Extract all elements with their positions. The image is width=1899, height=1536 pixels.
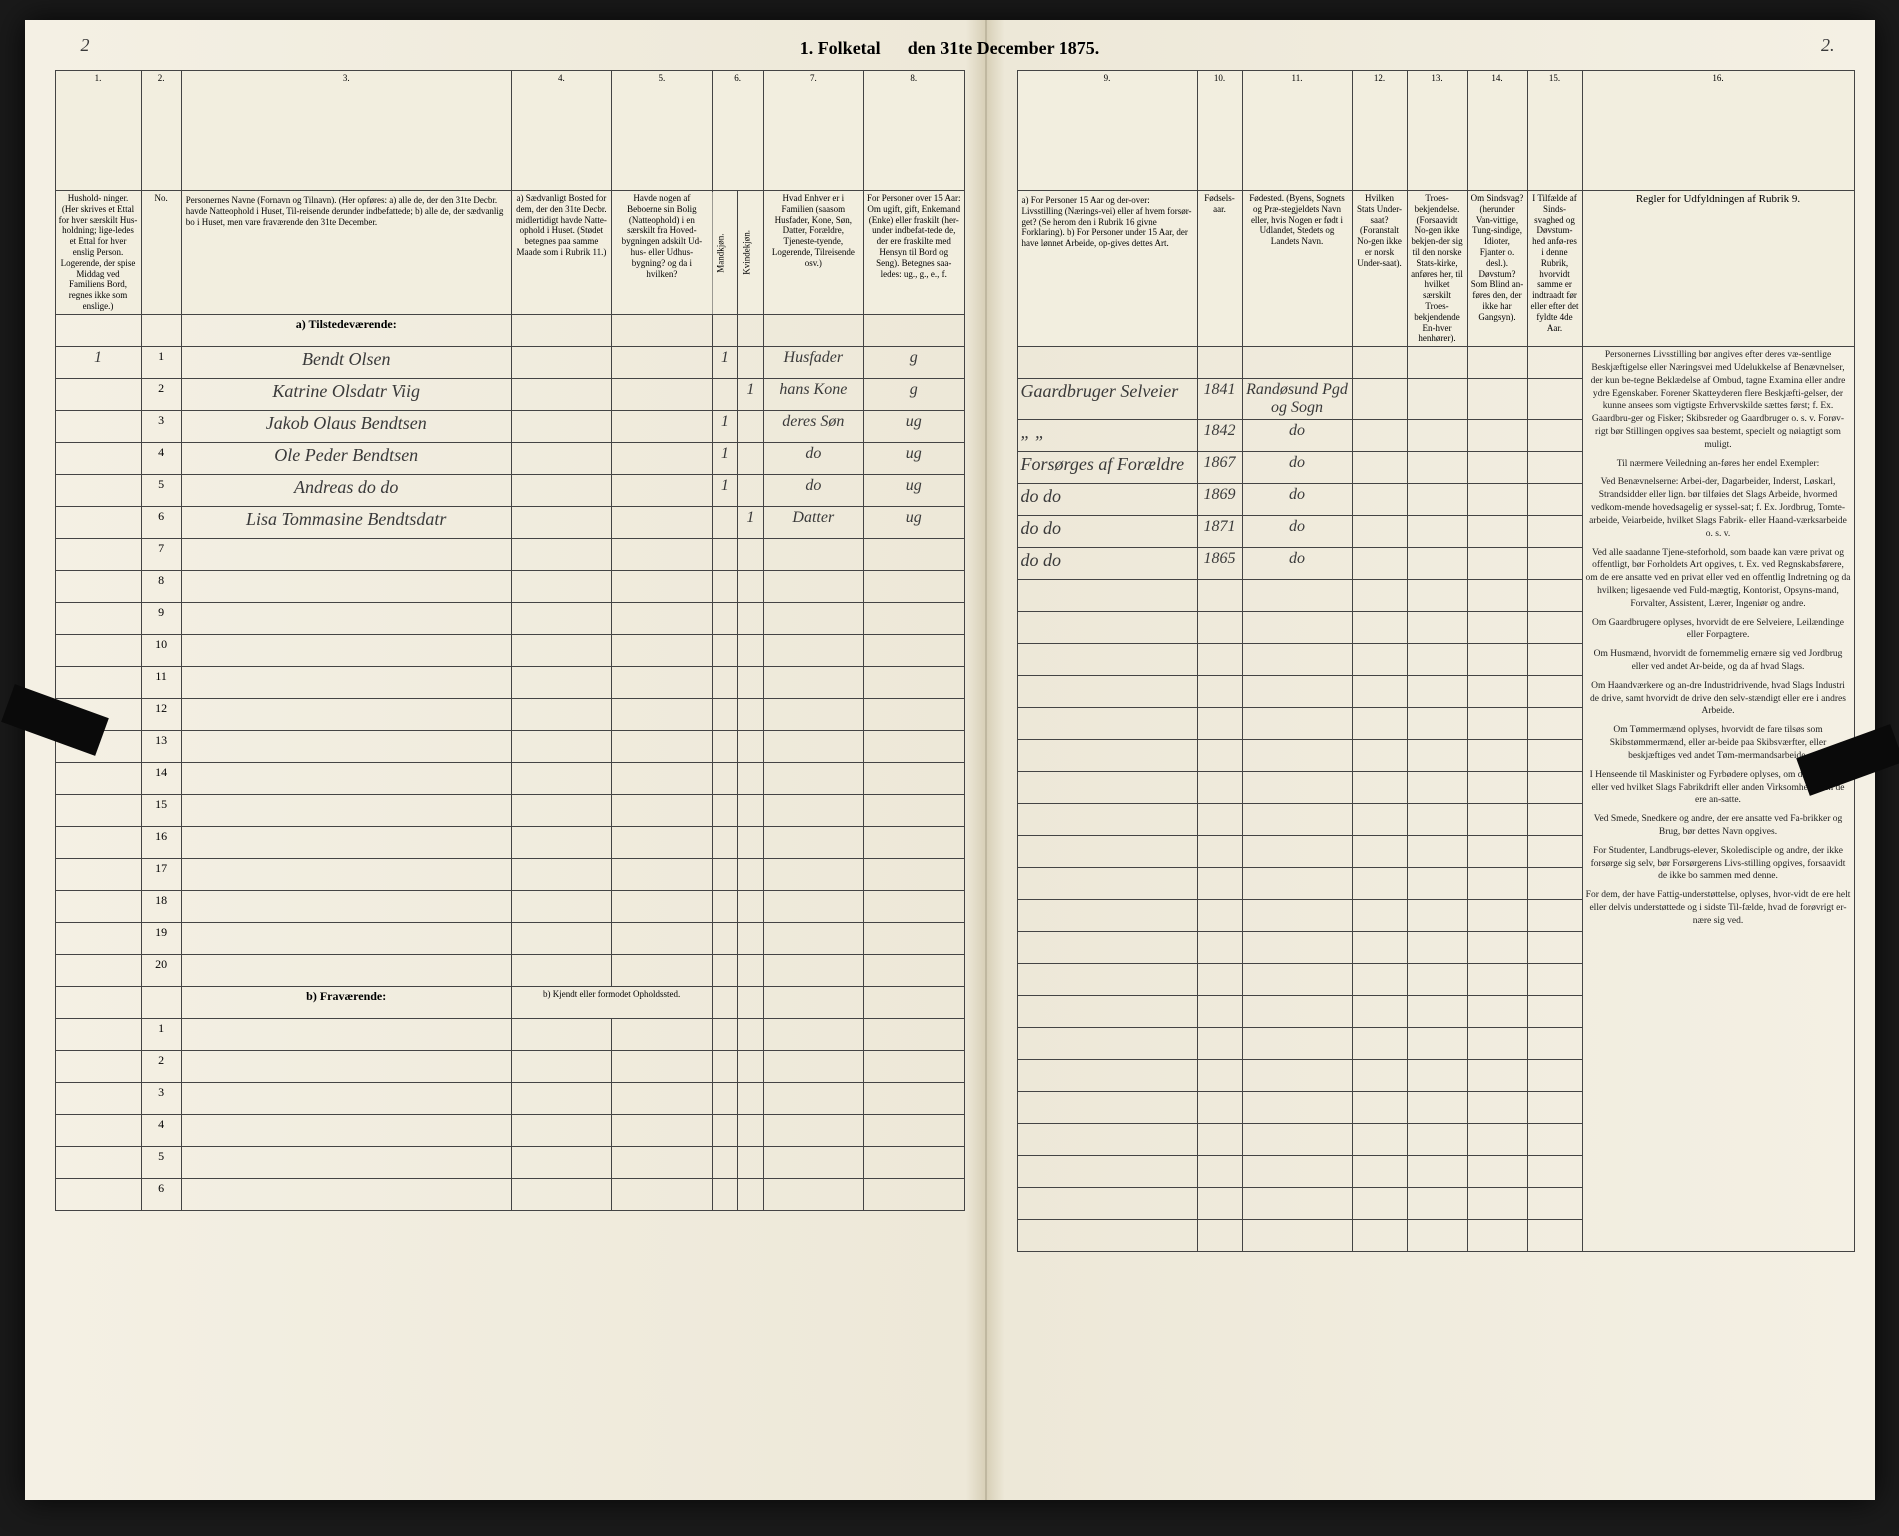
empty-row: 15 — [55, 794, 964, 826]
ledger-table-right: 9. 10. 11. 12. 13. 14. 15. 16. a) For Pe… — [1017, 70, 1855, 1252]
empty-row: 10 — [55, 634, 964, 666]
col1-head: Hushold- ninger. (Her skrives et Ettal f… — [55, 191, 141, 315]
table-row: 6 Lisa Tommasine Bendtsdatr 1 Datter ug — [55, 506, 964, 538]
col12-head: Hvilken Stats Under-saat? (Foranstalt No… — [1352, 191, 1407, 347]
empty-row: 18 — [55, 890, 964, 922]
empty-row: 16 — [55, 826, 964, 858]
empty-row: 6 — [55, 1178, 964, 1210]
col2-num: 2. — [141, 71, 181, 191]
empty-row: 7 — [55, 538, 964, 570]
table-row: 2 Katrine Olsdatr Viig 1 hans Kone g — [55, 378, 964, 410]
empty-row: 12 — [55, 698, 964, 730]
col7-num: 7. — [763, 71, 863, 191]
section-absent-header: b) Fraværende:b) Kjendt eller formodet O… — [55, 986, 964, 1018]
column-number-row: 1. 2. 3. 4. 5. 6. 7. 8. — [55, 71, 964, 191]
col5-num: 5. — [612, 71, 712, 191]
col6-num: 6. — [712, 71, 763, 191]
column-header-row: Hushold- ninger. (Her skrives et Ettal f… — [55, 191, 964, 315]
empty-row: 2 — [55, 1050, 964, 1082]
empty-row: 3 — [55, 1082, 964, 1114]
census-ledger-book: 1. Folketal den 31te December 1875. 2 1.… — [25, 20, 1875, 1500]
col7-head: Hvad Enhver er i Familien (saasom Husfad… — [763, 191, 863, 315]
col10-num: 10. — [1197, 71, 1242, 191]
page-number-right: 2. — [1815, 35, 1835, 56]
col11-num: 11. — [1242, 71, 1352, 191]
col9-head: a) For Personer 15 Aar og der-over: Livs… — [1017, 191, 1197, 347]
title-left: 1. Folketal — [800, 38, 881, 58]
left-page: 2 1. 2. 3. 4. 5. 6. 7. 8. Hushold- ninge… — [25, 20, 987, 1500]
right-page: 2. 9. 10. 11. 12. 13. 14. 15. 16. a) For… — [987, 20, 1875, 1500]
col9-num: 9. — [1017, 71, 1197, 191]
instructions-column: Personernes Livsstilling bør angives eft… — [1582, 347, 1854, 1252]
empty-row: 1 — [55, 1018, 964, 1050]
col2-head: No. — [141, 191, 181, 315]
col11-head: Fødested. (Byens, Sognets og Præ-stegjel… — [1242, 191, 1352, 347]
section-present-header: a) Tilstedeværende: — [55, 314, 964, 346]
empty-row: 5 — [55, 1146, 964, 1178]
col4-head: a) Sædvanligt Bosted for dem, der den 31… — [511, 191, 611, 315]
col6a-head: Mandkjøn. — [712, 191, 738, 315]
empty-row: 14 — [55, 762, 964, 794]
table-row: 5 Andreas do do 1 do ug — [55, 474, 964, 506]
empty-row: 4 — [55, 1114, 964, 1146]
ledger-table-left: 1. 2. 3. 4. 5. 6. 7. 8. Hushold- ninger.… — [55, 70, 965, 1211]
empty-row: 11 — [55, 666, 964, 698]
empty-row: 13 — [55, 730, 964, 762]
col12-num: 12. — [1352, 71, 1407, 191]
empty-row: 17 — [55, 858, 964, 890]
empty-row: 20 — [55, 954, 964, 986]
col5-head: Havde nogen af Beboerne sin Bolig (Natte… — [612, 191, 712, 315]
col4-num: 4. — [511, 71, 611, 191]
table-row: 3 Jakob Olaus Bendtsen 1 deres Søn ug — [55, 410, 964, 442]
col13-head: Troes-bekjendelse. (Forsaavidt No-gen ik… — [1407, 191, 1467, 347]
col13-num: 13. — [1407, 71, 1467, 191]
empty-row: 8 — [55, 570, 964, 602]
title-right: den 31te December 1875. — [908, 38, 1100, 58]
col6b-head: Kvindekjøn. — [738, 191, 764, 315]
table-row: 1 1 Bendt Olsen 1 Husfader g — [55, 346, 964, 378]
left-table-body: a) Tilstedeværende: 1 1 Bendt Olsen 1 Hu… — [55, 314, 964, 1210]
empty-row: 19 — [55, 922, 964, 954]
col8-num: 8. — [864, 71, 964, 191]
col15-head: I Tilfælde af Sinds-svaghed og Døvstum-h… — [1527, 191, 1582, 347]
page-number-left: 2 — [75, 35, 90, 56]
col8-head: For Personer over 15 Aar: Om ugift, gift… — [864, 191, 964, 315]
col14-head: Om Sindsvag? (herunder Van-vittige, Tung… — [1467, 191, 1527, 347]
column-header-row-right: a) For Personer 15 Aar og der-over: Livs… — [1017, 191, 1854, 347]
col10-head: Fødsels-aar. — [1197, 191, 1242, 347]
right-table-body: Personernes Livsstilling bør angives eft… — [1017, 347, 1854, 1252]
section-present-header-right: Personernes Livsstilling bør angives eft… — [1017, 347, 1854, 379]
page-header-title: 1. Folketal den 31te December 1875. — [800, 38, 1100, 59]
col3-head: Personernes Navne (Fornavn og Tilnavn). … — [181, 191, 511, 315]
col16-head: Regler for Udfyldningen af Rubrik 9. — [1582, 191, 1854, 347]
col16-num: 16. — [1582, 71, 1854, 191]
column-number-row-right: 9. 10. 11. 12. 13. 14. 15. 16. — [1017, 71, 1854, 191]
col15-num: 15. — [1527, 71, 1582, 191]
col14-num: 14. — [1467, 71, 1527, 191]
col1-num: 1. — [55, 71, 141, 191]
table-row: 4 Ole Peder Bendtsen 1 do ug — [55, 442, 964, 474]
col3-num: 3. — [181, 71, 511, 191]
empty-row: 9 — [55, 602, 964, 634]
